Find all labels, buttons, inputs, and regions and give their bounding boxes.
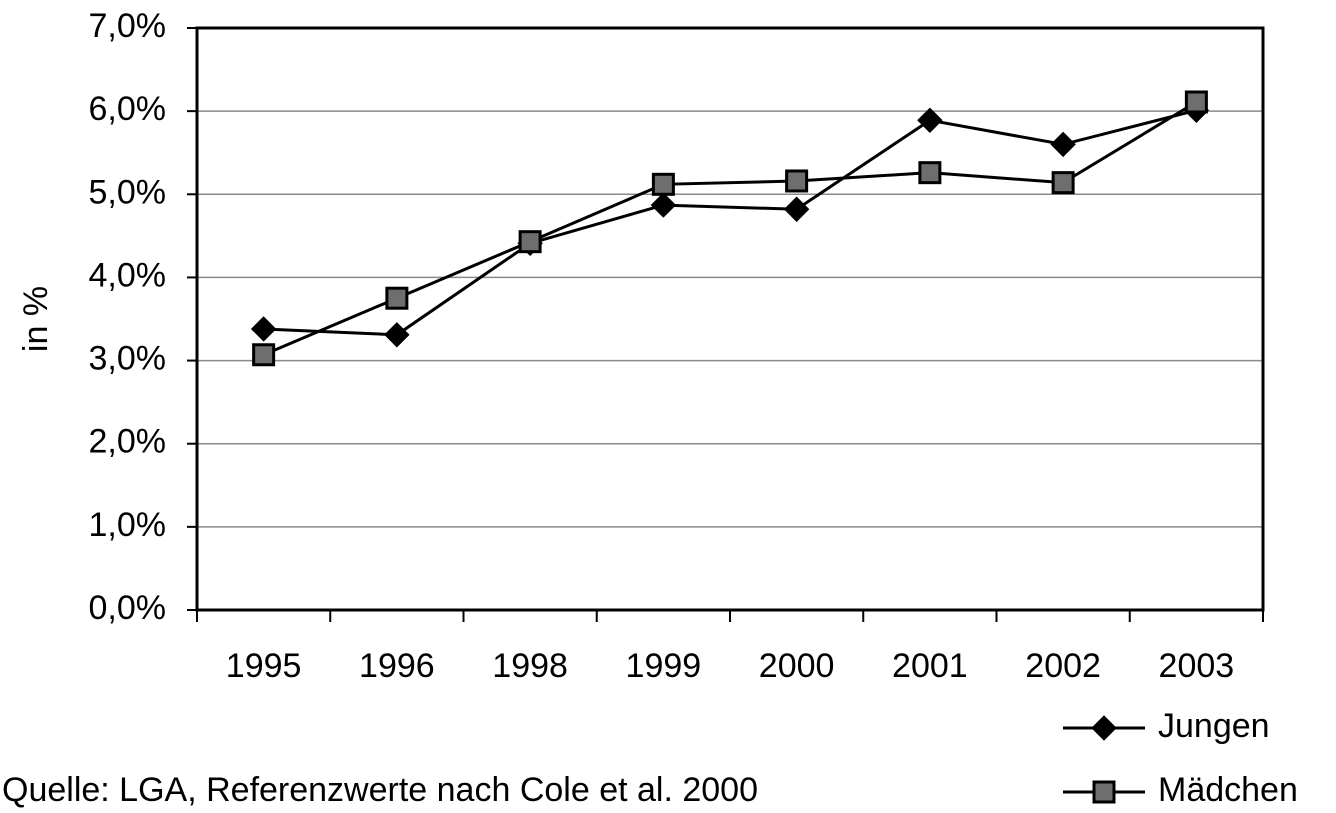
y-tick-label: 6,0% [89, 90, 167, 128]
legend-label: Jungen [1158, 707, 1270, 745]
data-point [783, 196, 810, 222]
legend-label: Mädchen [1158, 771, 1298, 809]
y-tick-label: 4,0% [89, 256, 167, 294]
source-note: Quelle: LGA, Referenzwerte nach Cole et … [2, 771, 758, 809]
data-point [384, 322, 410, 348]
y-tick-label: 5,0% [89, 173, 167, 211]
x-tick-label: 1999 [626, 647, 702, 685]
y-tick-label: 3,0% [89, 340, 167, 378]
series-line [263, 100, 1198, 357]
y-tick-label: 2,0% [89, 423, 167, 461]
data-point [252, 343, 276, 367]
data-point [250, 316, 277, 342]
data-point [1050, 131, 1076, 158]
x-tick-label: 1998 [492, 647, 568, 685]
legend-marker [1092, 780, 1116, 804]
data-point [651, 172, 675, 196]
y-tick-label: 1,0% [89, 506, 167, 544]
data-point [1184, 90, 1208, 114]
data-point [785, 169, 809, 193]
data-point [918, 161, 942, 185]
y-axis-title: in % [17, 286, 55, 352]
x-tick-label: 1995 [226, 647, 302, 685]
data-point [518, 230, 542, 254]
legend-marker [1091, 715, 1117, 741]
x-tick-label: 2000 [759, 647, 835, 685]
y-tick-label: 0,0% [89, 589, 167, 627]
series-line [263, 108, 1197, 337]
x-tick-label: 2003 [1159, 647, 1235, 685]
x-tick-label: 1996 [359, 647, 435, 685]
data-point [385, 286, 409, 310]
x-tick-label: 2002 [1025, 647, 1101, 685]
data-point [1051, 171, 1075, 195]
data-point [650, 192, 677, 218]
data-point [917, 107, 943, 133]
y-tick-label: 7,0% [89, 7, 167, 45]
plot-border [195, 26, 1265, 612]
x-tick-label: 2001 [892, 647, 968, 685]
